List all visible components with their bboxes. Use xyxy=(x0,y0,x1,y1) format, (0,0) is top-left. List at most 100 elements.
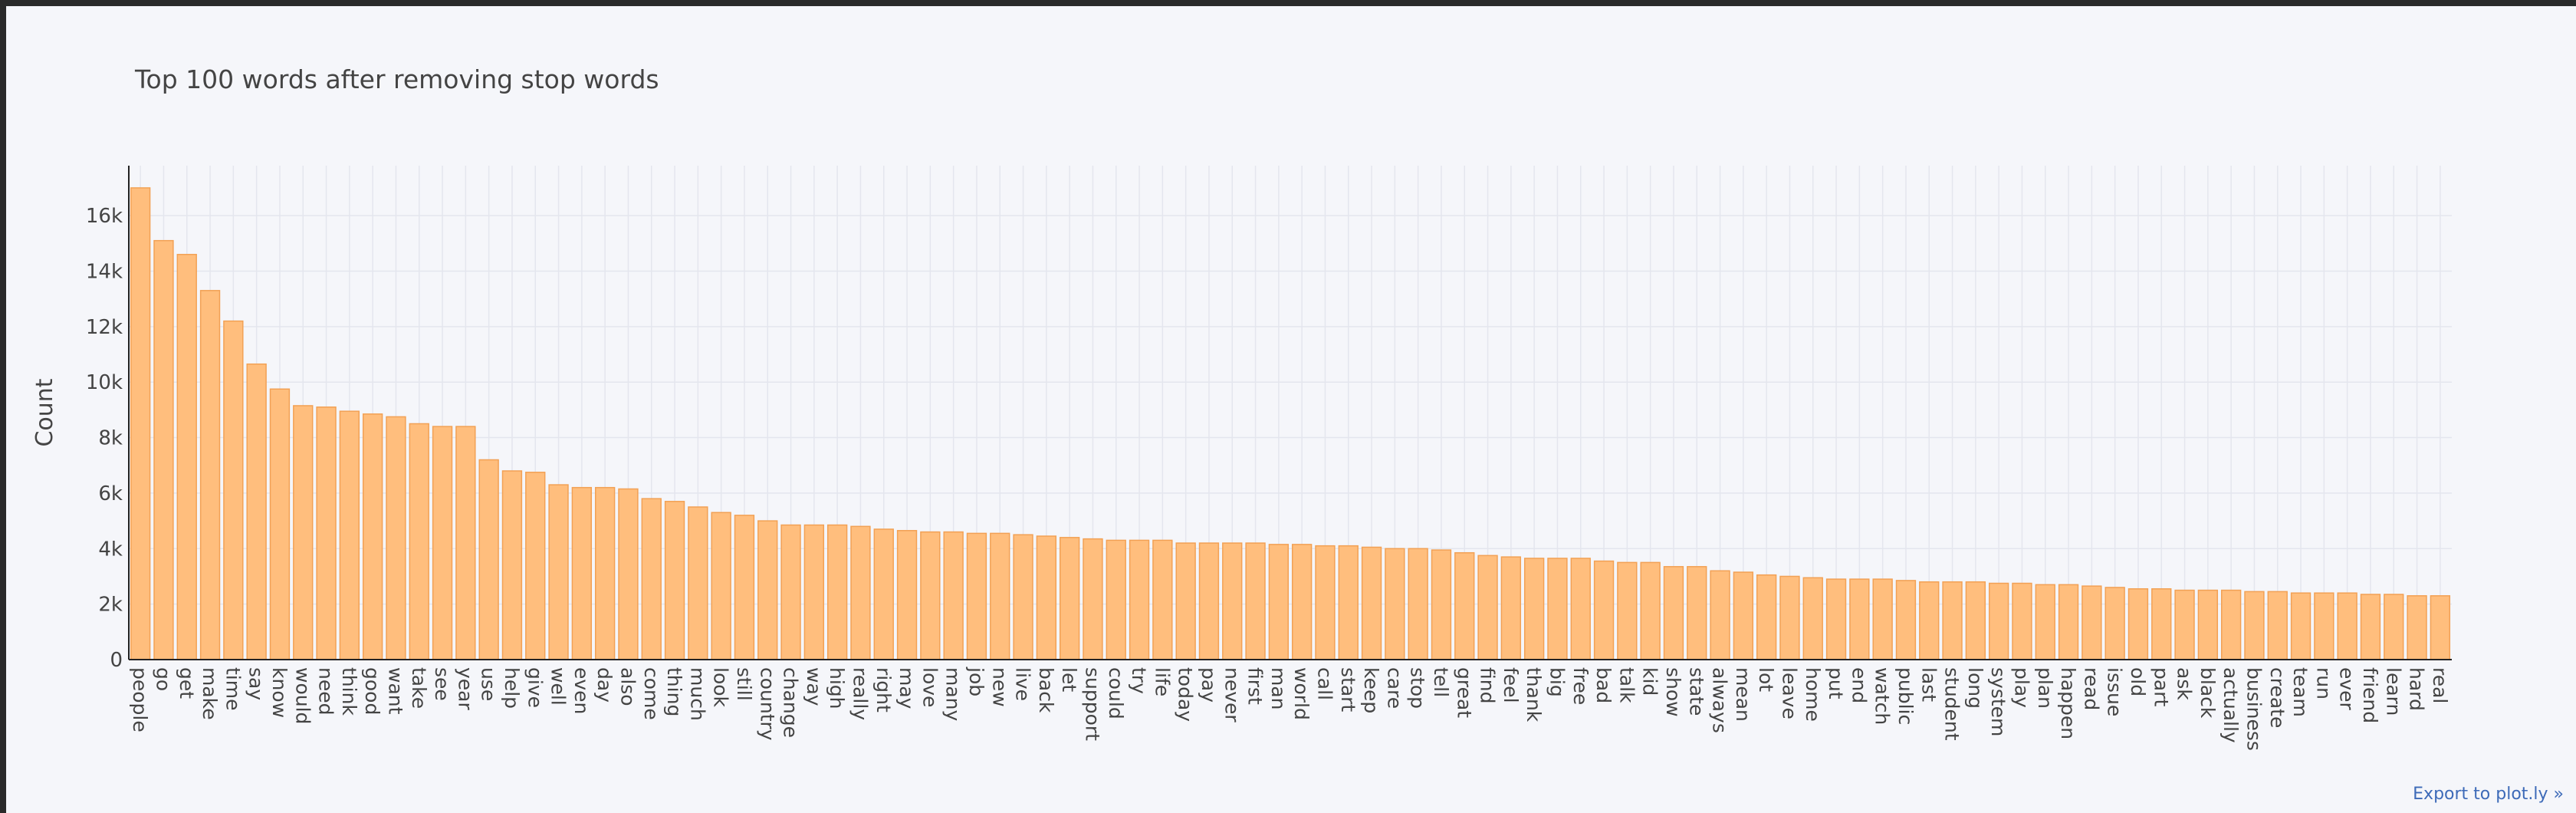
x-tick-label: real xyxy=(2429,667,2451,703)
x-tick-label: life xyxy=(1151,667,1173,696)
x-tick-label: good xyxy=(361,667,383,715)
bar xyxy=(1059,537,1080,660)
x-tick-label: old xyxy=(2127,667,2149,696)
x-tick-label: create xyxy=(2266,667,2288,728)
export-link[interactable]: Export to plot.ly » xyxy=(2413,785,2564,804)
bar xyxy=(2244,591,2265,660)
bar xyxy=(641,498,662,660)
bar xyxy=(896,530,918,660)
bar xyxy=(1338,545,1359,660)
x-tick-label: student xyxy=(1941,667,1963,741)
x-tick-label: play xyxy=(2010,667,2032,708)
x-tick-label: live xyxy=(1012,667,1034,701)
bar xyxy=(2220,589,2242,660)
x-tick-label: would xyxy=(291,667,314,724)
y-tick-label: 10k xyxy=(86,371,123,394)
x-tick-label: look xyxy=(710,667,732,708)
x-tick-label: come xyxy=(640,667,662,720)
x-tick-label: know xyxy=(268,667,291,718)
x-tick-label: take xyxy=(408,667,430,709)
bar xyxy=(386,416,406,660)
x-tick-label: job xyxy=(965,667,987,696)
x-tick-label: keep xyxy=(1360,667,1382,713)
bar xyxy=(1895,580,1917,660)
bar xyxy=(432,426,453,660)
chart-frame: Top 100 words after removing stop words … xyxy=(6,6,2576,813)
x-tick-label: even xyxy=(570,667,593,714)
bar xyxy=(1640,561,1661,660)
x-tick-label: always xyxy=(1709,667,1731,733)
bar xyxy=(734,515,755,660)
bar xyxy=(2407,595,2427,660)
bar xyxy=(1779,575,1800,660)
bar xyxy=(2337,592,2358,660)
x-tick-label: team xyxy=(2289,667,2312,717)
bar xyxy=(1988,582,2009,660)
x-tick-label: let xyxy=(1058,667,1080,692)
x-tick-label: part xyxy=(2150,667,2172,706)
y-tick-label: 14k xyxy=(86,260,123,283)
x-tick-label: hard xyxy=(2406,667,2428,711)
bar xyxy=(920,531,941,660)
bar xyxy=(246,363,267,660)
bar xyxy=(1245,542,1266,660)
bar xyxy=(1593,560,1615,660)
bar xyxy=(1477,555,1498,660)
x-tick-label: country xyxy=(756,667,778,741)
x-tick-label: start xyxy=(1337,667,1359,712)
bar xyxy=(1268,544,1290,660)
bar xyxy=(409,423,429,660)
x-tick-label: tell xyxy=(1430,667,1452,697)
x-tick-label: mean xyxy=(1732,667,1754,722)
x-tick-label: long xyxy=(1964,667,1986,709)
x-tick-label: time xyxy=(222,667,244,710)
x-tick-label: last xyxy=(1917,667,1940,702)
bar xyxy=(850,525,871,660)
bar xyxy=(1106,539,1126,660)
bar xyxy=(803,524,825,660)
bar xyxy=(2151,588,2172,660)
x-tick-label: plan xyxy=(2034,667,2056,709)
bar xyxy=(1710,570,1730,660)
bar xyxy=(1919,581,1940,660)
bars xyxy=(130,187,2451,660)
x-tick-label: ask xyxy=(2174,667,2196,700)
x-tick-label: could xyxy=(1105,667,1127,719)
bar xyxy=(2360,594,2381,660)
bar xyxy=(1965,581,1986,660)
chart-title: Top 100 words after removing stop words xyxy=(135,64,659,94)
bar xyxy=(571,486,593,660)
x-tick-label: new xyxy=(988,667,1010,707)
bar xyxy=(990,532,1010,660)
x-tick-label: kid xyxy=(1639,667,1661,696)
x-tick-label: first xyxy=(1244,667,1267,705)
x-tick-label: leave xyxy=(1778,667,1800,719)
x-tick-label: black xyxy=(2196,667,2219,719)
bar xyxy=(2430,595,2451,660)
x-tick-label: help xyxy=(501,667,523,709)
bar xyxy=(757,520,778,660)
bar xyxy=(1547,558,1568,660)
bar xyxy=(1849,578,1870,660)
x-tick-label: end xyxy=(1848,667,1870,703)
bar xyxy=(339,410,360,660)
bar xyxy=(2012,582,2032,660)
x-tick-label: issue xyxy=(2104,667,2126,716)
x-tick-label: world xyxy=(1290,667,1313,720)
x-tick-label: get xyxy=(176,667,198,699)
x-tick-label: friend xyxy=(2359,667,2381,723)
bar xyxy=(2174,589,2195,660)
y-tick-label: 2k xyxy=(98,594,123,617)
x-tick-label: actually xyxy=(2220,667,2242,743)
x-tick-label: system xyxy=(1987,667,2009,736)
x-tick-label: thing xyxy=(663,667,685,716)
bar xyxy=(1036,535,1057,660)
x-tick-label: read xyxy=(2080,667,2102,710)
bar xyxy=(711,512,731,660)
x-tick-label: right xyxy=(872,667,895,713)
bar xyxy=(153,239,174,660)
bar xyxy=(223,320,244,660)
y-tick-label: 12k xyxy=(86,316,123,339)
x-tick-label: show xyxy=(1662,667,1684,717)
bar xyxy=(1291,544,1313,660)
